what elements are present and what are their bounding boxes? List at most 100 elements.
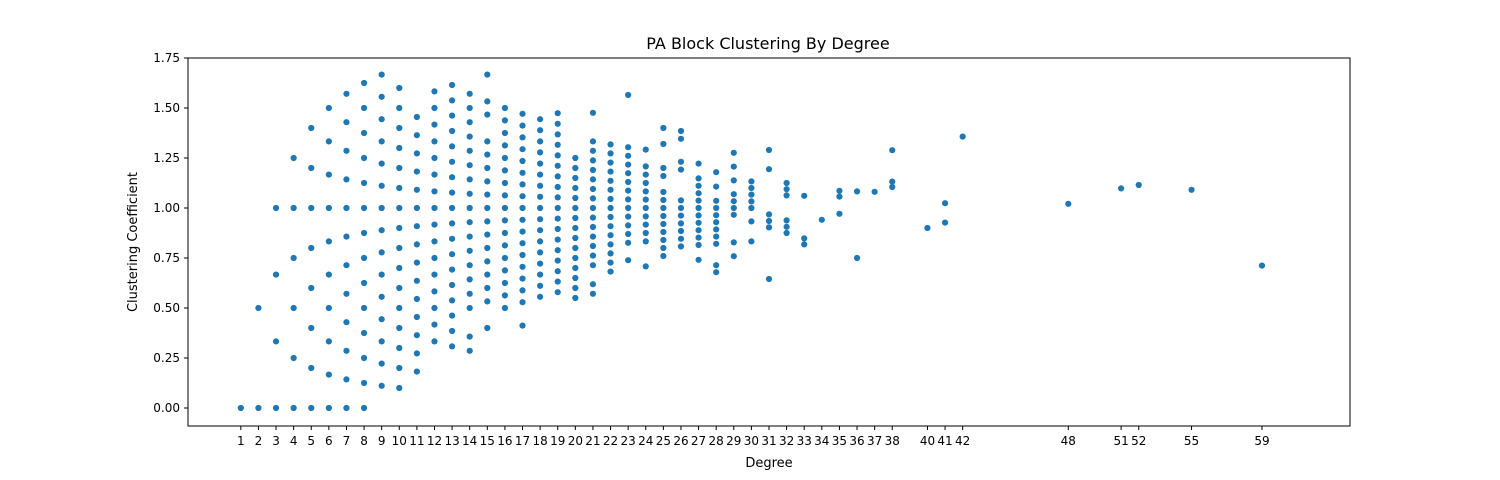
data-point: [660, 140, 667, 148]
data-point: [396, 104, 403, 112]
x-tick-label: 33: [797, 434, 812, 448]
data-point: [1135, 181, 1142, 189]
data-point: [695, 212, 702, 219]
data-point: [625, 187, 632, 194]
data-point: [589, 176, 597, 183]
data-point: [660, 164, 667, 172]
data-point: [378, 227, 385, 234]
data-point: [730, 149, 737, 156]
data-point: [343, 262, 350, 269]
data-point: [642, 263, 649, 270]
data-point: [290, 154, 297, 162]
data-point: [607, 250, 614, 257]
x-tick-label: 21: [585, 434, 600, 448]
data-point: [448, 189, 456, 196]
data-point: [783, 186, 790, 193]
data-point: [396, 124, 403, 132]
data-point: [765, 166, 773, 173]
data-point: [501, 267, 509, 274]
data-point: [818, 216, 825, 223]
data-point: [537, 238, 544, 245]
data-point: [695, 241, 702, 249]
data-point: [554, 173, 561, 180]
data-point: [589, 290, 597, 297]
data-point: [448, 251, 456, 258]
data-point: [519, 275, 526, 282]
data-point: [589, 281, 597, 288]
data-point: [537, 282, 544, 289]
data-point: [448, 327, 456, 335]
data-point: [325, 171, 332, 178]
data-point: [625, 178, 632, 186]
data-point: [325, 371, 332, 378]
data-point: [941, 219, 949, 226]
x-tick-label: 48: [1061, 434, 1076, 448]
data-point: [660, 196, 667, 204]
data-point: [642, 179, 649, 187]
data-point: [396, 244, 403, 252]
data-point: [448, 220, 456, 227]
x-tick-label: 9: [378, 434, 386, 448]
data-point: [625, 170, 632, 177]
data-point: [343, 119, 350, 126]
data-point: [537, 171, 544, 178]
data-point: [853, 188, 861, 195]
data-point: [554, 289, 561, 296]
data-point: [730, 177, 737, 184]
data-point: [501, 129, 509, 137]
data-point: [272, 271, 280, 278]
data-point: [466, 219, 473, 226]
data-point: [889, 183, 896, 191]
data-point: [343, 90, 350, 97]
data-point: [413, 313, 420, 321]
y-tick-label: 1.75: [153, 51, 180, 65]
data-point: [413, 368, 420, 375]
data-point: [660, 220, 667, 228]
data-point: [625, 204, 632, 212]
data-point: [484, 164, 491, 172]
x-tick-label: 25: [656, 434, 671, 448]
data-point: [607, 195, 614, 203]
data-point: [396, 344, 403, 352]
data-point: [484, 138, 491, 145]
data-point: [677, 158, 685, 165]
data-point: [431, 321, 438, 328]
data-point: [325, 338, 332, 345]
x-tick-label: 13: [444, 434, 459, 448]
x-tick-label: 51: [1113, 434, 1128, 448]
data-point: [466, 90, 473, 97]
data-point: [660, 188, 667, 196]
data-point: [448, 127, 456, 135]
x-tick-label: 2: [255, 434, 263, 448]
x-tick-label: 37: [867, 434, 882, 448]
data-point: [308, 164, 315, 172]
data-point: [360, 304, 368, 312]
data-point: [466, 276, 473, 283]
data-point: [501, 242, 509, 249]
chart-title: PA Block Clustering By Degree: [646, 34, 889, 53]
data-point: [660, 204, 667, 212]
data-point: [431, 204, 438, 212]
data-point: [695, 182, 702, 189]
data-point: [748, 198, 755, 205]
data-point: [255, 404, 262, 412]
data-point: [378, 382, 385, 389]
data-point: [607, 204, 614, 212]
data-point: [484, 298, 491, 305]
data-point: [501, 154, 509, 162]
data-point: [589, 195, 597, 202]
data-point: [325, 238, 332, 245]
data-point: [589, 185, 597, 193]
x-tick-label: 32: [779, 434, 794, 448]
data-point: [801, 235, 808, 242]
data-point: [484, 178, 491, 185]
data-point: [642, 229, 649, 237]
data-point: [360, 129, 368, 137]
data-point: [448, 143, 456, 150]
data-point: [484, 231, 491, 238]
data-point: [625, 230, 632, 238]
data-point: [413, 241, 420, 248]
data-point: [625, 152, 632, 159]
data-point: [448, 297, 456, 304]
data-point: [554, 152, 561, 159]
